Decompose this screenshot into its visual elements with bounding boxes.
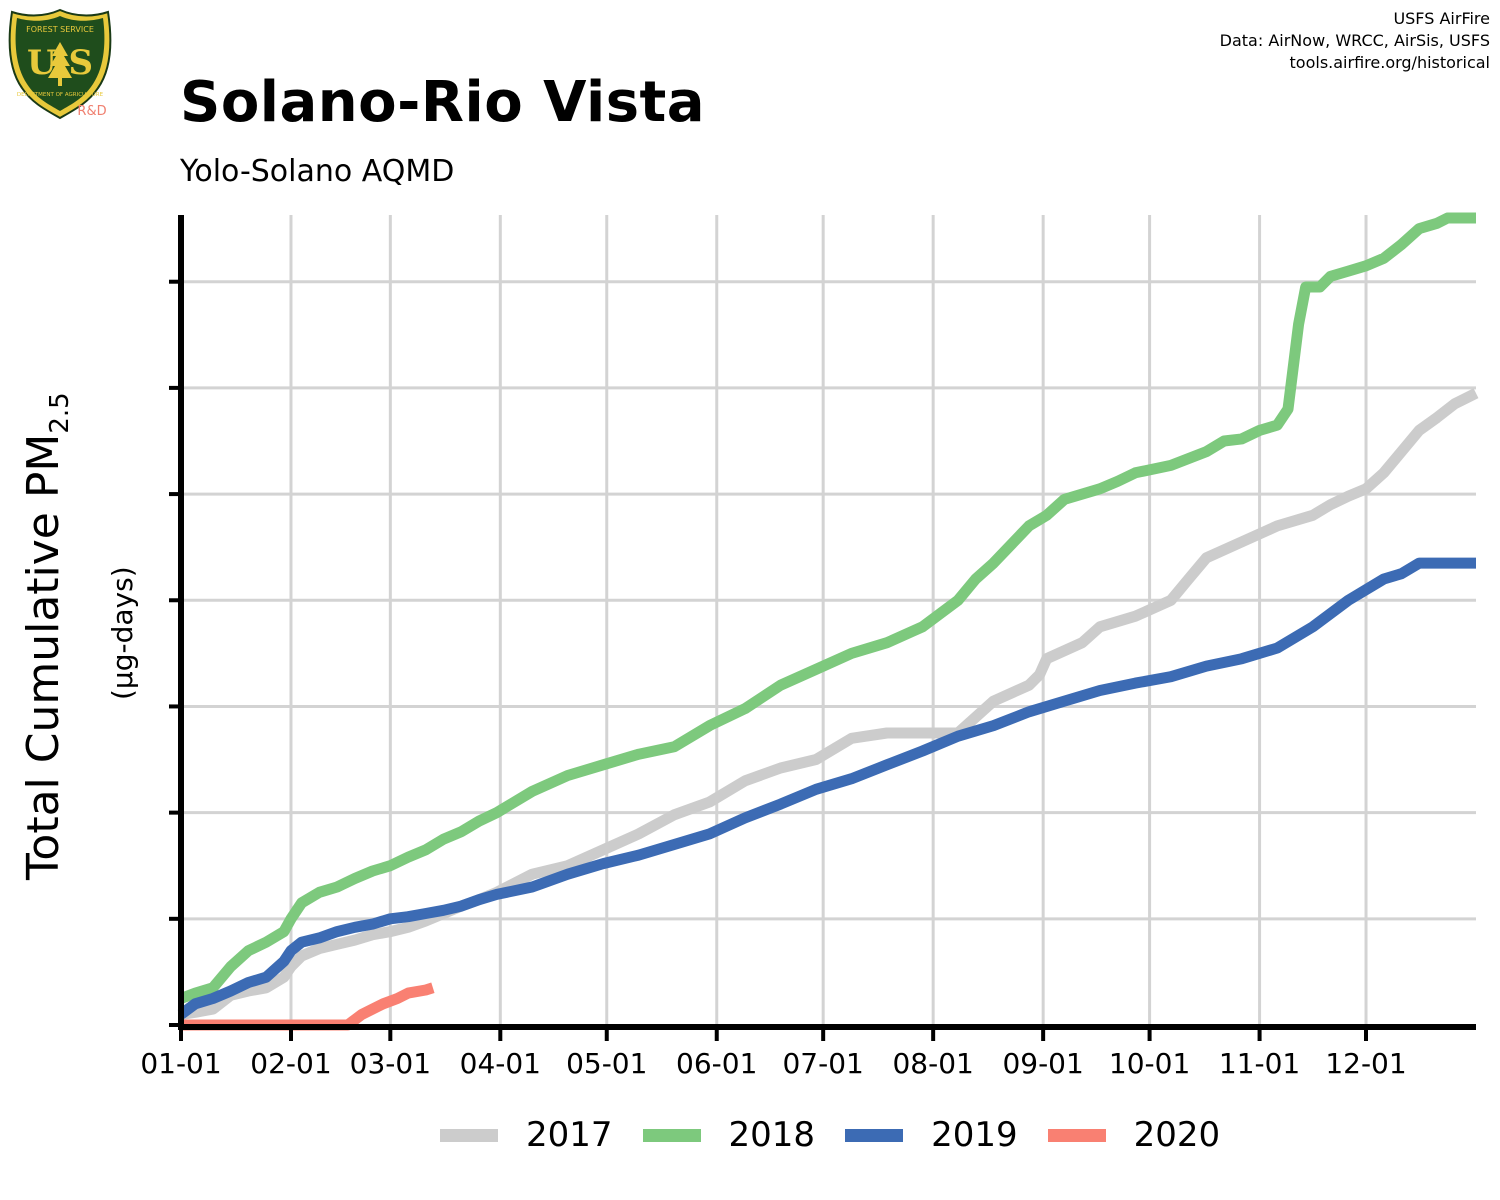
x-tick-label: 11-01: [1219, 1047, 1300, 1080]
credits-line-1: USFS AirFire: [1393, 9, 1490, 28]
x-tick-label: 03-01: [350, 1047, 431, 1080]
chart-title: Solano-Rio Vista: [180, 70, 706, 135]
line-chart: 01-01 02-01 03-01 04-01 05-01 06-01 07-01 08-01…: [140, 212, 1479, 1080]
legend-item-2020: 2020: [1047, 1115, 1221, 1155]
x-tick-label: 12-01: [1325, 1047, 1406, 1080]
x-tick-label: 10-01: [1109, 1047, 1190, 1080]
logo-rd-tag: R&D: [77, 104, 106, 119]
tree-icon: [48, 42, 72, 78]
legend-swatch: [1047, 1128, 1106, 1142]
series-line-2018: [179, 212, 1476, 1004]
x-tick-label: 07-01: [782, 1047, 863, 1080]
legend-label: 2019: [931, 1115, 1018, 1155]
credits-line-3: tools.airfire.org/historical: [1289, 53, 1490, 72]
legend-label: 2017: [526, 1115, 613, 1155]
x-tick-label: 04-01: [460, 1047, 541, 1080]
usfs-shield-logo: FOREST SERVICE U S DEPARTMENT OF AGRICUL…: [8, 8, 112, 120]
logo-bottom-text: DEPARTMENT OF AGRICULTURE: [17, 92, 104, 98]
chart-subtitle: Yolo-Solano AQMD: [180, 154, 455, 189]
x-tick-label: 06-01: [676, 1047, 757, 1080]
legend: 2017 2018 2019 2020: [440, 1112, 1250, 1158]
series-line-2019: [177, 557, 1476, 1019]
x-tick-label: 02-01: [250, 1047, 331, 1080]
credits-line-2: Data: AirNow, WRCC, AirSis, USFS: [1219, 31, 1490, 50]
x-tick-label: 08-01: [892, 1047, 973, 1080]
legend-swatch: [845, 1128, 904, 1142]
legend-swatch: [440, 1128, 498, 1142]
credits-block: USFS AirFire Data: AirNow, WRCC, AirSis,…: [1220, 8, 1490, 74]
x-tick-label: 09-01: [1002, 1047, 1083, 1080]
legend-item-2018: 2018: [642, 1115, 816, 1155]
logo-top-text: FOREST SERVICE: [26, 25, 94, 34]
legend-label: 2018: [728, 1115, 816, 1155]
x-tick-label: 01-01: [140, 1047, 221, 1080]
legend-swatch: [642, 1128, 701, 1142]
legend-item-2019: 2019: [845, 1115, 1018, 1155]
series-line-2017: [180, 388, 1479, 1020]
legend-item-2017: 2017: [440, 1115, 613, 1155]
x-tick-label: 05-01: [566, 1047, 647, 1080]
legend-label: 2020: [1133, 1115, 1221, 1155]
